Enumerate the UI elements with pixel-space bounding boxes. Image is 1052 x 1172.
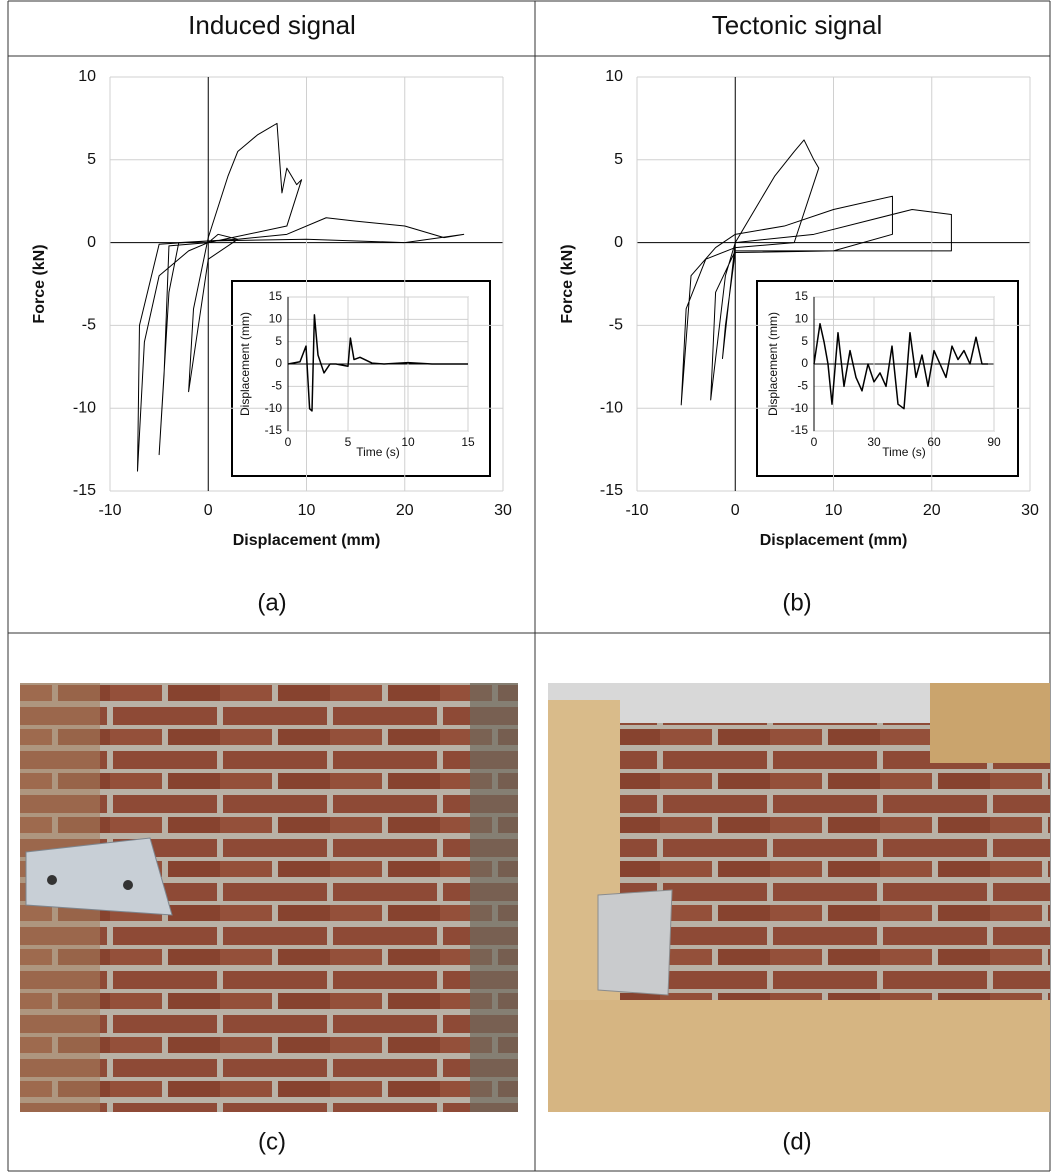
column-header: Induced signal — [188, 10, 356, 40]
caption: (b) — [782, 589, 811, 616]
x-tick-label: -10 — [98, 502, 121, 519]
y-tick-label: 10 — [78, 68, 96, 85]
x-axis-label: Displacement (mm) — [760, 532, 908, 549]
data-line — [813, 323, 988, 410]
caption: (a) — [257, 589, 286, 616]
y-tick-label: 5 — [801, 334, 808, 348]
x-tick-label: 20 — [396, 502, 414, 519]
y-tick-label: 15 — [269, 289, 283, 303]
caption: (c) — [258, 1128, 286, 1155]
y-axis-label: Displacement (mm) — [766, 312, 780, 416]
data-line — [680, 139, 952, 406]
x-tick-label: 10 — [825, 502, 843, 519]
y-axis-label: Force (kN) — [31, 244, 48, 323]
y-tick-label: 15 — [795, 289, 809, 303]
photo — [548, 683, 1050, 1112]
x-tick-label: 0 — [811, 435, 818, 449]
x-tick-label: 30 — [1021, 502, 1039, 519]
y-tick-label: -5 — [82, 317, 96, 334]
x-tick-label: -10 — [625, 502, 648, 519]
y-tick-label: 0 — [87, 234, 96, 251]
x-tick-label: 5 — [345, 435, 352, 449]
x-tick-label: 0 — [731, 502, 740, 519]
x-tick-label: 10 — [401, 435, 415, 449]
y-tick-label: -10 — [600, 399, 623, 416]
x-tick-label: 30 — [867, 435, 881, 449]
table-lines — [7, 0, 1051, 1172]
data-line — [287, 314, 468, 412]
x-tick-label: 10 — [298, 502, 316, 519]
y-tick-label: 0 — [614, 234, 623, 251]
y-tick-label: -15 — [73, 482, 96, 499]
y-axis-label: Force (kN) — [559, 244, 576, 323]
x-tick-label: 20 — [923, 502, 941, 519]
x-tick-label: 15 — [461, 435, 475, 449]
y-axis-label: Displacement (mm) — [238, 312, 252, 416]
y-tick-label: 5 — [614, 151, 623, 168]
y-tick-label: -5 — [271, 379, 282, 393]
x-axis-label: Displacement (mm) — [233, 532, 381, 549]
y-tick-label: 10 — [795, 312, 809, 326]
y-tick-label: -5 — [797, 379, 808, 393]
y-tick-label: -15 — [265, 423, 283, 437]
y-tick-label: 10 — [605, 68, 623, 85]
y-tick-label: 10 — [269, 312, 283, 326]
x-tick-label: 0 — [204, 502, 213, 519]
y-tick-label: -10 — [265, 401, 283, 415]
y-tick-label: -10 — [73, 399, 96, 416]
column-header: Tectonic signal — [712, 10, 883, 40]
y-tick-label: 0 — [801, 356, 808, 370]
y-tick-label: -10 — [791, 401, 809, 415]
caption: (d) — [782, 1128, 811, 1155]
y-tick-label: -15 — [600, 482, 623, 499]
y-tick-label: 5 — [275, 334, 282, 348]
y-tick-label: -5 — [609, 317, 623, 334]
x-tick-label: 60 — [927, 435, 941, 449]
y-tick-label: 0 — [275, 356, 282, 370]
x-tick-label: 90 — [987, 435, 1001, 449]
data-line — [137, 122, 465, 472]
y-tick-label: -15 — [791, 423, 809, 437]
x-axis-label: Time (s) — [356, 445, 400, 459]
x-tick-label: 0 — [285, 435, 292, 449]
x-axis-label: Time (s) — [882, 445, 926, 459]
inset-frame — [231, 280, 491, 477]
y-tick-label: 5 — [87, 151, 96, 168]
x-tick-label: 30 — [494, 502, 512, 519]
photo — [20, 683, 518, 1112]
